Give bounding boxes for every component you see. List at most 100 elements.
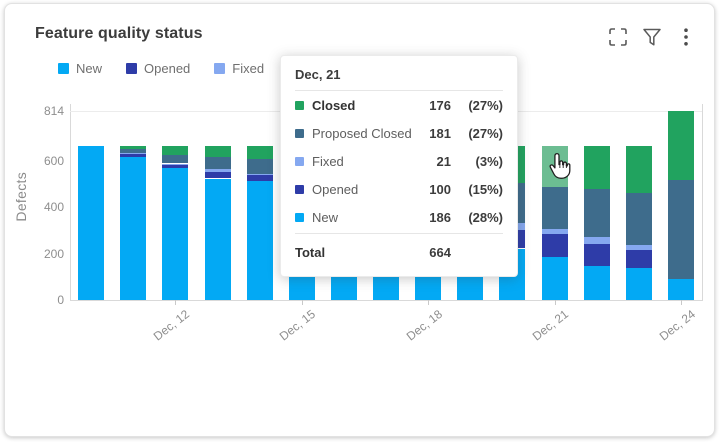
tooltip-row-label: Proposed Closed <box>312 125 412 141</box>
kebab-menu-icon <box>684 28 688 46</box>
tooltip-swatch-icon <box>295 100 304 110</box>
bar-segment-dec-22-proposed-closed[interactable] <box>583 189 610 238</box>
tooltip-total-label: Total <box>295 245 326 260</box>
tooltip-row-label: Opened <box>312 181 359 197</box>
legend-swatch-icon <box>58 63 69 74</box>
bar-segment-dec-10-new[interactable] <box>78 145 105 300</box>
x-axis-tick <box>554 300 556 305</box>
bar-segment-dec-24-proposed-closed[interactable] <box>667 179 694 279</box>
bar-segment-dec-21-opened[interactable] <box>541 233 568 257</box>
bar-segment-dec-23-closed[interactable] <box>625 145 652 193</box>
y-axis-tick-label: 200 <box>43 246 64 261</box>
x-axis-tick-label: Dec, 18 <box>403 307 445 344</box>
bar-segment-dec-14-opened[interactable] <box>246 175 273 182</box>
bar-segment-dec-13-fixed[interactable] <box>204 169 231 172</box>
tooltip-row-value: 186 <box>429 209 451 225</box>
chart-legend: New Opened Fixed <box>58 61 264 76</box>
legend-item-new[interactable]: New <box>58 61 102 76</box>
bar-segment-dec-12-opened[interactable] <box>162 164 189 168</box>
y-axis-line <box>70 104 71 300</box>
tooltip-row-value: 176 <box>429 97 451 113</box>
bar-segment-dec-14-new[interactable] <box>246 181 273 300</box>
bar-segment-dec-11-opened[interactable] <box>120 154 147 158</box>
tooltip-row: Closed 176 (27%) <box>295 91 503 119</box>
y-axis-tick-label: 0 <box>57 293 64 307</box>
legend-swatch-icon <box>126 63 138 74</box>
tooltip-row: New 186 (28%) <box>295 203 503 231</box>
tooltip-total-value: 664 <box>429 245 451 260</box>
bar-segment-dec-22-opened[interactable] <box>583 244 610 267</box>
y-axis-title: Defects <box>13 172 29 222</box>
bar-segment-dec-23-new[interactable] <box>625 268 652 300</box>
y-axis-tick-label: 814 <box>43 104 64 118</box>
bar-segment-dec-22-new[interactable] <box>583 266 610 300</box>
bar-segment-dec-12-proposed-closed[interactable] <box>162 154 189 164</box>
x-axis-tick <box>680 300 682 305</box>
bar-segment-dec-23-fixed[interactable] <box>625 245 652 251</box>
filter-button[interactable] <box>641 26 663 48</box>
legend-swatch-icon <box>214 63 226 74</box>
x-axis-tick <box>175 300 177 305</box>
tooltip-row-value: 100 <box>429 181 451 197</box>
x-axis-tick-label: Dec, 21 <box>529 307 572 344</box>
tooltip-title: Dec, 21 <box>295 65 503 91</box>
bar-segment-dec-11-new[interactable] <box>120 157 147 300</box>
x-axis-tick-label: Dec, 12 <box>150 307 192 344</box>
bar-segment-dec-12-fixed[interactable] <box>162 163 189 165</box>
tooltip-total-row: Total 664 <box>295 233 503 266</box>
bar-segment-dec-12-new[interactable] <box>162 167 189 300</box>
bar-segment-dec-23-opened[interactable] <box>625 250 652 269</box>
bar-segment-dec-12-closed[interactable] <box>162 145 189 155</box>
bar-segment-dec-22-fixed[interactable] <box>583 237 610 245</box>
x-axis-tick-label: Dec, 24 <box>656 307 698 344</box>
tooltip-row: Proposed Closed 181 (27%) <box>295 119 503 147</box>
tooltip-row-percent: (27%) <box>468 97 503 113</box>
bar-segment-dec-21-proposed-closed[interactable] <box>541 186 568 229</box>
bar-segment-dec-11-proposed-closed[interactable] <box>120 149 147 153</box>
bar-segment-dec-24-new[interactable] <box>667 278 694 300</box>
chart-tooltip: Dec, 21 Closed 176 (27%) Proposed Closed 181… <box>280 55 518 277</box>
tooltip-swatch-icon <box>295 184 304 194</box>
filter-icon <box>643 28 661 46</box>
y-axis-tick-label: 400 <box>43 200 64 215</box>
legend-item-label: New <box>76 61 103 76</box>
bar-segment-dec-21-new[interactable] <box>541 256 568 300</box>
bar-segment-dec-11-fixed[interactable] <box>120 152 147 155</box>
bar-segment-dec-13-closed[interactable] <box>204 145 231 157</box>
tooltip-row-value: 181 <box>429 125 451 141</box>
bar-segment-dec-21-fixed[interactable] <box>541 228 568 234</box>
legend-item-label: Opened <box>144 61 191 76</box>
tooltip-row-value: 21 <box>436 153 451 169</box>
bar-segment-dec-24-closed[interactable] <box>667 111 694 180</box>
bar-segment-dec-13-new[interactable] <box>204 178 231 300</box>
tooltip-row-percent: (28%) <box>468 209 503 225</box>
page-title: Feature quality status <box>35 25 203 42</box>
tooltip-row-label: Fixed <box>312 153 344 169</box>
more-options-button[interactable] <box>675 26 697 48</box>
tooltip-row-percent: (27%) <box>468 125 503 141</box>
fullscreen-icon <box>609 28 627 46</box>
bar-segment-dec-14-closed[interactable] <box>246 145 273 159</box>
legend-item-label: Fixed <box>232 61 265 76</box>
bar-segment-dec-21-closed[interactable] <box>541 145 568 187</box>
tooltip-row-label: Closed <box>312 97 356 113</box>
x-axis-tick <box>428 300 430 305</box>
legend-item-opened[interactable]: Opened <box>126 61 190 76</box>
x-axis-tick-label: Dec, 15 <box>277 307 319 344</box>
x-axis-tick <box>301 300 303 305</box>
tooltip-swatch-icon <box>295 128 304 138</box>
tooltip-row-label: New <box>312 209 339 225</box>
legend-item-fixed[interactable]: Fixed <box>214 61 264 76</box>
bar-segment-dec-23-proposed-closed[interactable] <box>625 193 652 246</box>
bar-segment-dec-13-proposed-closed[interactable] <box>204 156 231 169</box>
bar-segment-dec-13-opened[interactable] <box>204 171 231 179</box>
bar-segment-dec-14-fixed[interactable] <box>246 173 273 176</box>
bar-segment-dec-14-proposed-closed[interactable] <box>246 158 273 174</box>
bar-segment-dec-11-closed[interactable] <box>120 145 147 150</box>
tooltip-row: Opened 100 (15%) <box>295 175 503 203</box>
y-axis-tick-label: 600 <box>43 153 64 168</box>
fullscreen-button[interactable] <box>607 26 629 48</box>
bar-segment-dec-22-closed[interactable] <box>583 145 610 189</box>
tooltip-row-percent: (15%) <box>468 181 503 197</box>
